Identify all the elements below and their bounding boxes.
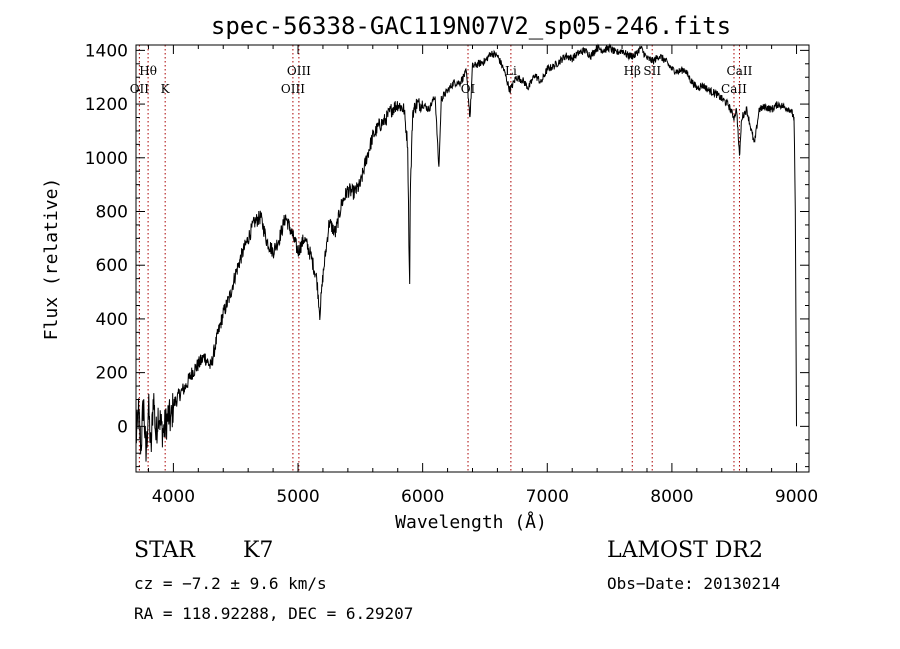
coordinates: RA = 118.92288, DEC = 6.29207 xyxy=(134,604,414,623)
line-marker-label: Hβ xyxy=(624,64,641,78)
line-marker-label: OIII xyxy=(281,82,305,96)
y-tick-label: 1000 xyxy=(85,149,128,169)
y-axis-label: Flux (relative) xyxy=(41,178,62,341)
redshift-value: cz = −7.2 ± 9.6 km/s xyxy=(134,574,327,593)
y-tick-label: 1400 xyxy=(85,41,128,61)
chart-title: spec-56338-GAC119N07V2_sp05-246.fits xyxy=(211,12,731,40)
spectrum-series xyxy=(135,43,797,462)
x-axis: 4000 5000 6000 7000 8000 9000 xyxy=(147,45,818,507)
object-subclass: K7 xyxy=(243,538,274,563)
y-axis: 0 200 400 600 800 1000 1200 1400 xyxy=(85,41,809,468)
line-marker-label: CaII xyxy=(727,64,753,78)
y-tick-label: 600 xyxy=(96,256,128,276)
line-marker-label: K xyxy=(161,82,171,96)
x-tick-label: 4000 xyxy=(152,487,195,507)
line-marker-label: OII xyxy=(130,82,150,96)
observation-date: Obs−Date: 20130214 xyxy=(607,574,781,593)
line-marker-label: Hθ xyxy=(139,64,157,78)
y-tick-label: 1200 xyxy=(85,95,128,115)
line-marker-label: OIII xyxy=(287,64,311,78)
x-tick-label: 8000 xyxy=(650,487,693,507)
x-tick-label: 9000 xyxy=(775,487,818,507)
line-marker-label: SII xyxy=(643,64,661,78)
x-tick-label: 7000 xyxy=(526,487,569,507)
x-tick-label: 6000 xyxy=(401,487,444,507)
object-class: STAR xyxy=(134,538,195,563)
y-tick-label: 0 xyxy=(117,417,128,437)
spectrum-line xyxy=(135,43,797,462)
x-tick-label: 5000 xyxy=(276,487,319,507)
line-marker-label: CaII xyxy=(721,82,747,96)
survey-name: LAMOST DR2 xyxy=(607,538,763,563)
y-tick-label: 800 xyxy=(96,203,128,223)
x-axis-label: Wavelength (Å) xyxy=(395,511,547,533)
y-tick-label: 200 xyxy=(96,364,128,384)
plot-frame xyxy=(135,44,810,473)
line-marker-label: Li xyxy=(505,64,517,78)
y-tick-label: 400 xyxy=(96,310,128,330)
